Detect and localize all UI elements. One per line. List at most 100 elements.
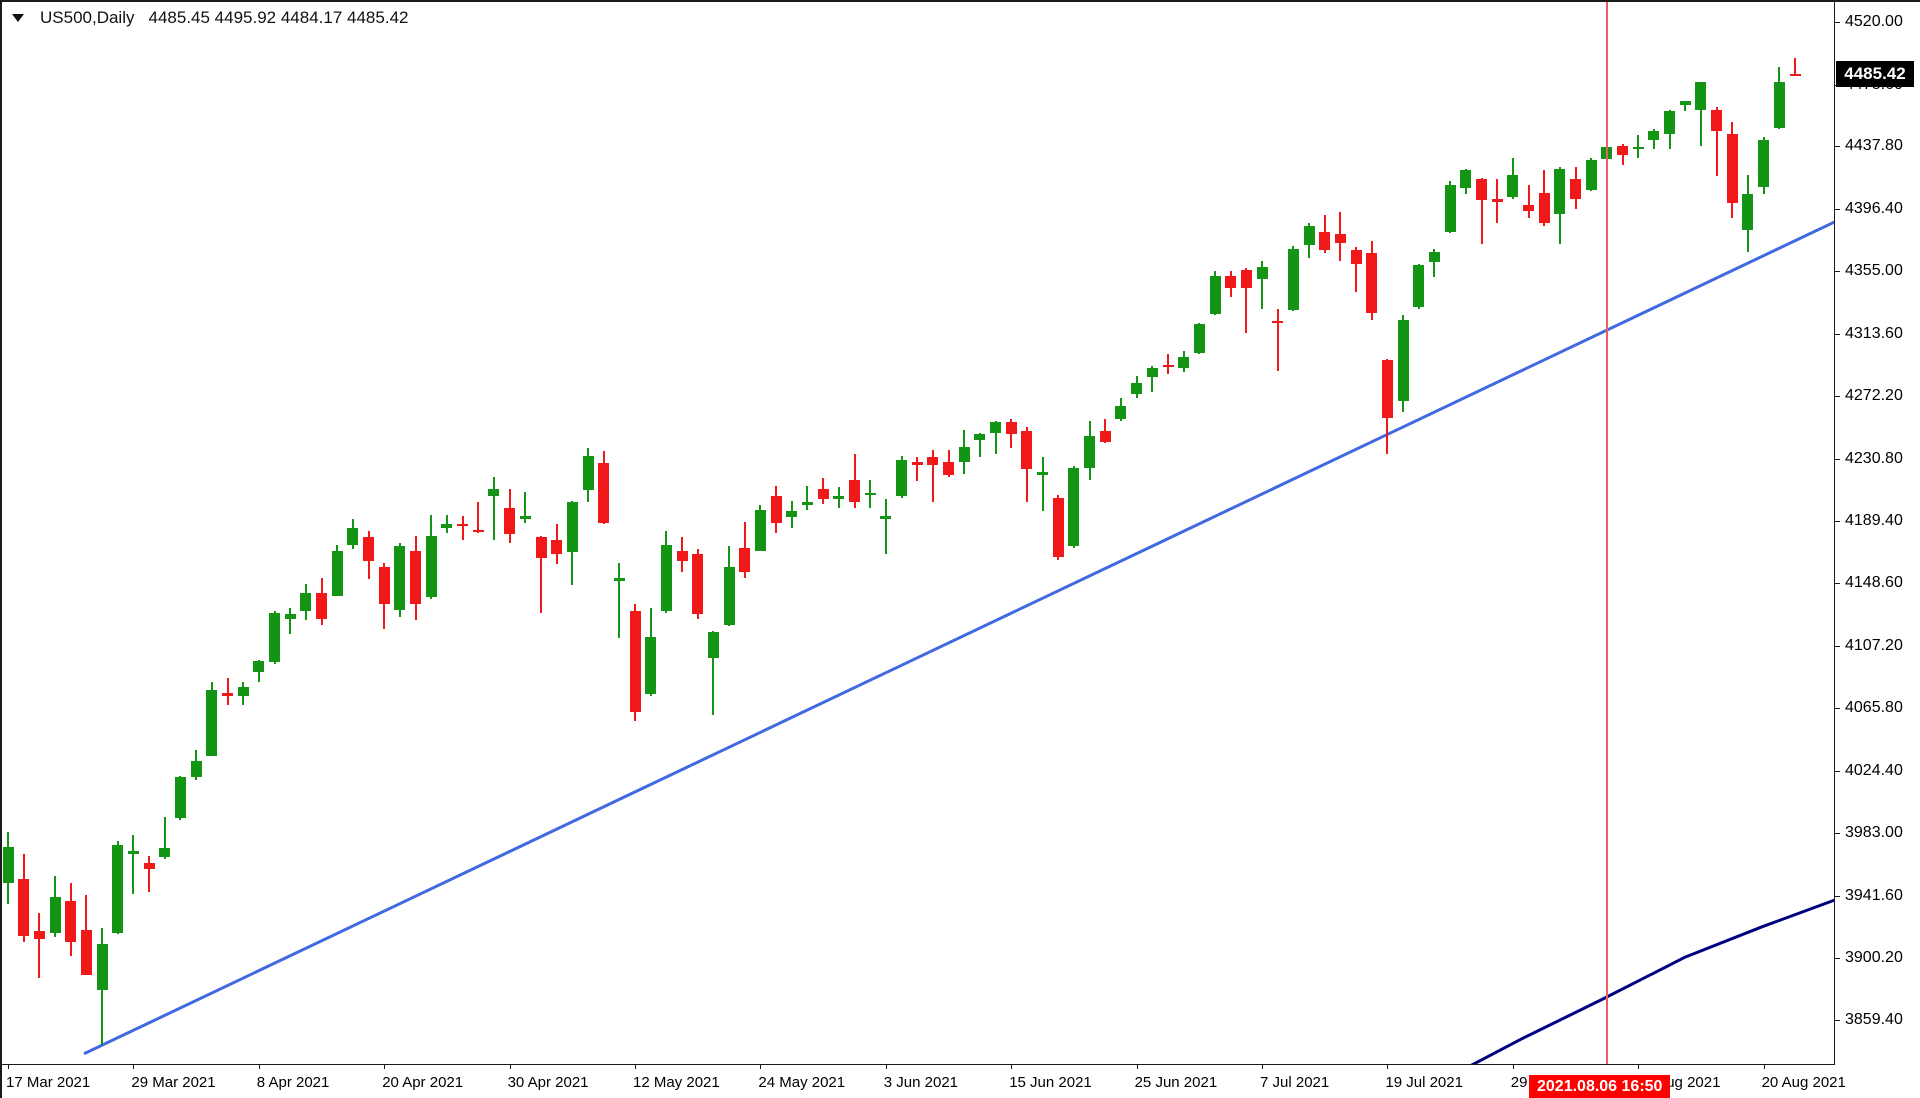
candle-body [363, 537, 374, 562]
candle-body [1068, 467, 1080, 547]
time-axis-tick [885, 1065, 887, 1069]
price-axis-tick [1835, 645, 1840, 647]
candle-body [504, 508, 516, 535]
candle-body [1193, 324, 1205, 353]
plot-area [2, 2, 1835, 1065]
candle-wick [1167, 354, 1169, 374]
candle-body [18, 878, 30, 936]
price-axis-label: 3900.20 [1845, 949, 1903, 967]
symbol-dropdown-icon[interactable] [12, 14, 24, 22]
time-axis-tick [509, 1065, 511, 1069]
candle-body [880, 516, 892, 519]
candle-body [1664, 111, 1676, 134]
time-axis-tick [760, 1065, 762, 1069]
candle-body [723, 567, 735, 625]
candle-body [801, 502, 813, 506]
candle-body [1319, 232, 1331, 251]
price-axis-tick [1835, 895, 1840, 897]
candle-wick [1527, 185, 1530, 219]
candle-body [1272, 321, 1284, 324]
time-axis-label: 3 Jun 2021 [883, 1074, 959, 1091]
candle-body [49, 896, 61, 933]
candle-body [1632, 147, 1644, 150]
price-axis-tick [1835, 208, 1840, 210]
time-axis-tick [1638, 1065, 1640, 1069]
price-axis-label: 4272.20 [1845, 387, 1903, 405]
candle-body [300, 593, 312, 612]
candle-body [410, 550, 422, 604]
candle-wick [226, 677, 229, 705]
candle-body [378, 567, 390, 604]
candle-wick [1794, 58, 1796, 77]
candle-body [958, 446, 970, 462]
candle-body [676, 550, 688, 562]
moving-average-line[interactable] [1450, 898, 1835, 1065]
candle-body [457, 523, 469, 526]
candle-wick [477, 502, 480, 533]
candle-body [660, 544, 672, 612]
candle-wick [492, 476, 495, 541]
time-axis-tick [8, 1065, 9, 1069]
price-axis-label: 4148.60 [1845, 574, 1903, 591]
time-axis-label: 8 Apr 2021 [256, 1074, 330, 1091]
candle-wick [618, 562, 621, 639]
candle-body [1131, 383, 1143, 394]
candle-body [551, 540, 563, 554]
time-axis-label: 24 May 2021 [758, 1074, 846, 1091]
candle-wick [884, 499, 887, 554]
candle-body [253, 661, 265, 672]
price-axis-border [1834, 2, 1835, 1065]
price-axis-label: 4520.00 [1845, 13, 1903, 30]
candle-body [347, 528, 359, 545]
time-axis-label: 20 Apr 2021 [382, 1074, 464, 1091]
time-axis-label: 25 Jun 2021 [1134, 1074, 1218, 1091]
candle-body [1115, 405, 1127, 420]
candle-body [472, 529, 484, 532]
candle-body [566, 502, 578, 553]
candle-body [1303, 225, 1315, 246]
candle-body [754, 509, 766, 551]
price-axis-label: 4313.60 [1845, 324, 1903, 342]
symbol-period-label: US500,Daily [40, 8, 135, 27]
candle-wick [163, 816, 166, 859]
price-axis-tick [1835, 770, 1840, 772]
price-axis-tick [1835, 271, 1840, 273]
time-axis-label: 30 Apr 2021 [507, 1074, 589, 1091]
price-axis-tick [1835, 22, 1840, 23]
price-axis-label: 4355.00 [1845, 262, 1903, 280]
trendline[interactable] [83, 220, 1835, 1056]
candle-body [2, 846, 14, 884]
candle-body [692, 553, 704, 615]
candle-body [394, 546, 406, 610]
price-axis-label: 4230.80 [1845, 449, 1903, 467]
candle-body [911, 461, 923, 465]
crosshair-time-label: 2021.08.06 16:50 [1529, 1075, 1671, 1098]
time-axis-tick [1763, 1065, 1765, 1069]
candle-body [927, 457, 939, 465]
candle-body [629, 611, 641, 713]
candle-body [1695, 82, 1707, 110]
candle-body [1084, 435, 1096, 468]
candle-body [1773, 82, 1785, 128]
candle-body [331, 550, 343, 596]
candle-body [33, 931, 45, 939]
candle-body [237, 686, 249, 696]
time-axis-tick [133, 1065, 135, 1069]
candle-body [990, 422, 1001, 433]
candle-wick [1637, 135, 1640, 158]
candle-wick [1245, 268, 1248, 334]
current-price-label: 4485.42 [1836, 61, 1914, 87]
candle-wick [289, 608, 292, 634]
candle-body [1021, 431, 1033, 470]
candle-wick [1151, 366, 1154, 393]
time-axis-tick [1387, 1065, 1389, 1069]
price-axis-label: 3983.00 [1845, 824, 1903, 842]
price-axis-label: 4065.80 [1845, 699, 1903, 717]
candle-body [1428, 251, 1440, 263]
candle-body [1726, 133, 1738, 204]
candle-body [488, 488, 500, 497]
price-axis-label: 3941.60 [1845, 886, 1903, 904]
price-axis-tick [1835, 333, 1840, 335]
candle-body [190, 760, 202, 778]
